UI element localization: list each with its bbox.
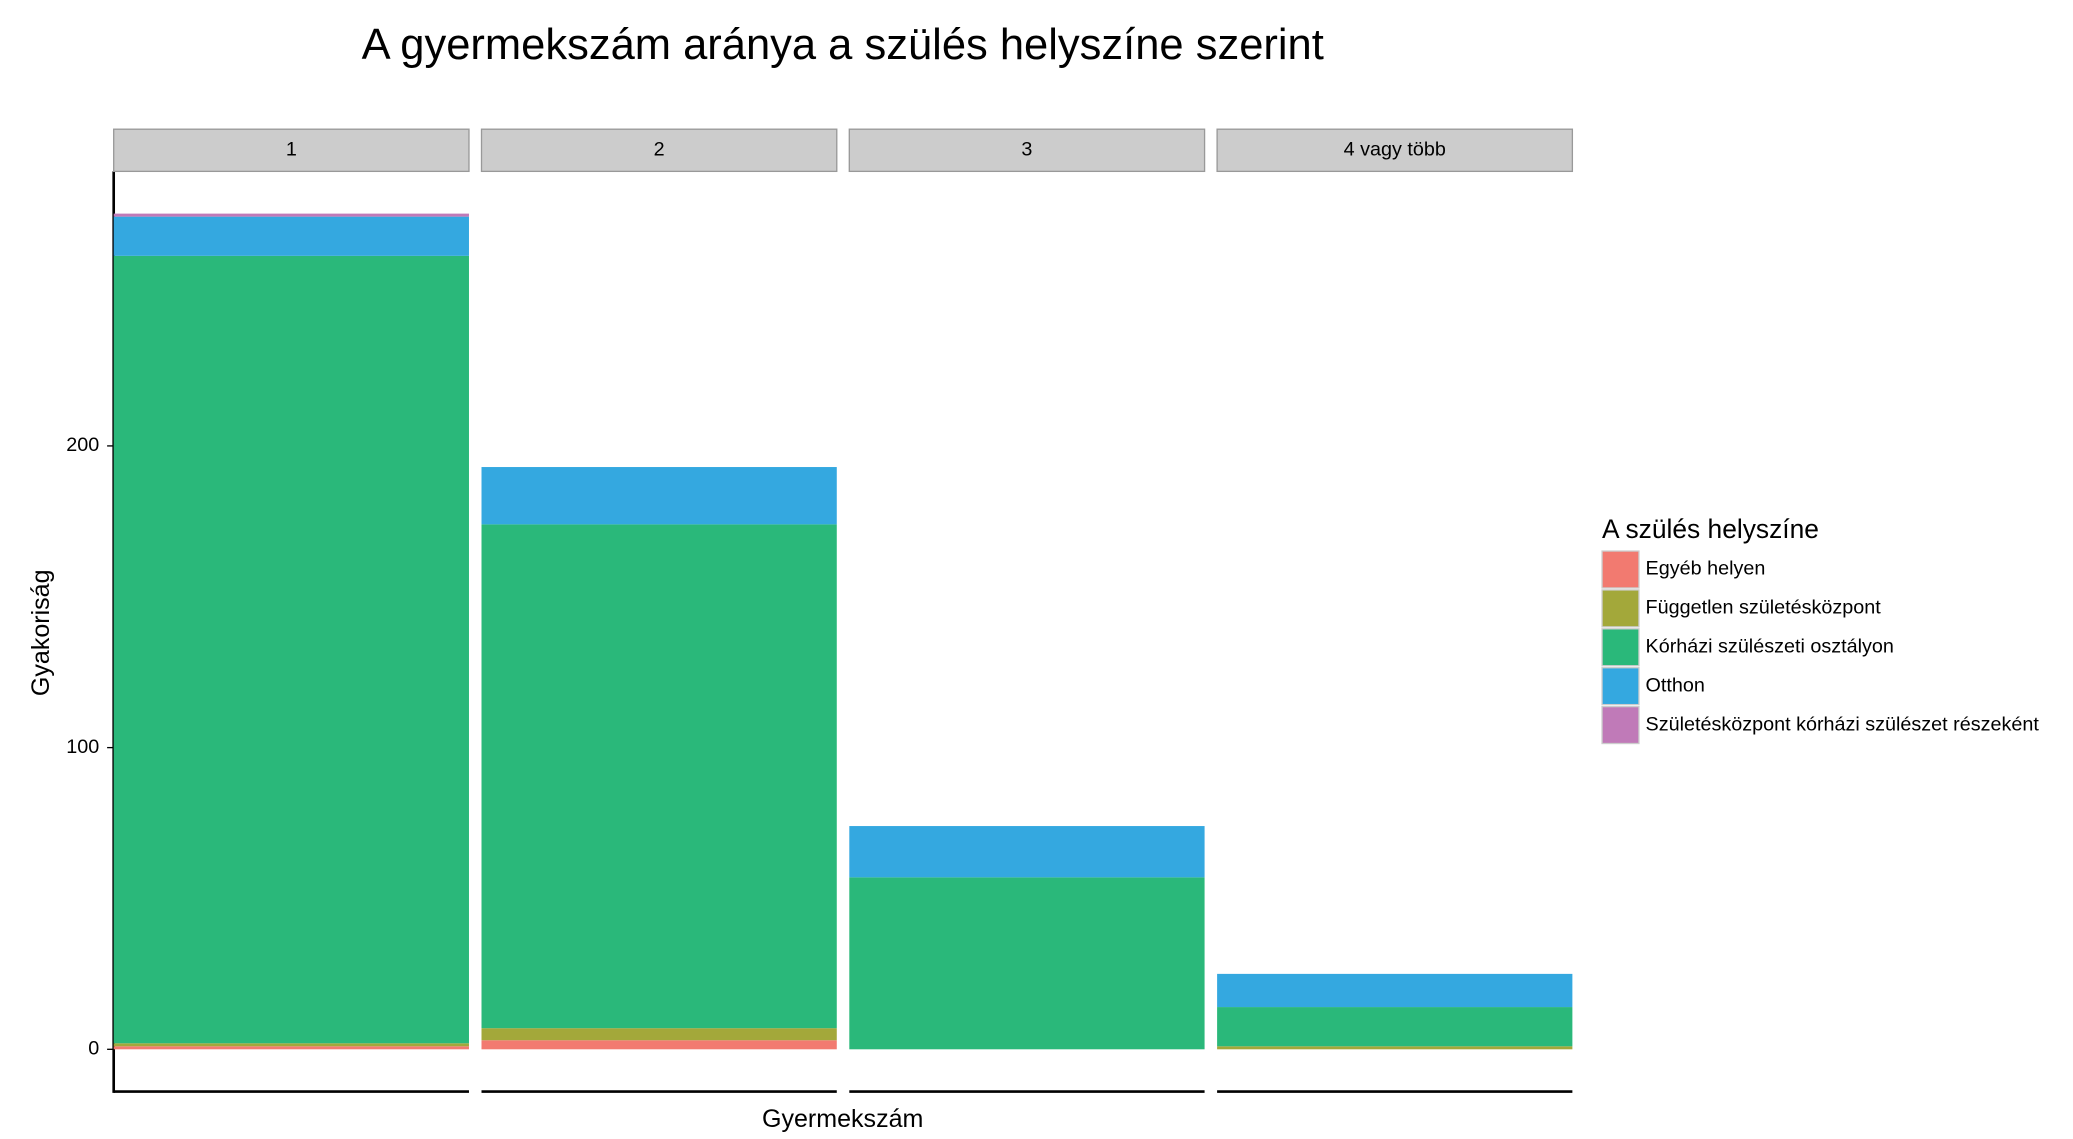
facet-strip: [1216, 128, 1574, 173]
bar-segment: [481, 1040, 837, 1050]
bar-segment: [849, 877, 1205, 1050]
bar-segment: [1217, 973, 1573, 1008]
chart-title: A gyermekszám aránya a szülés helyszíne …: [362, 21, 1324, 69]
bar-segment: [113, 213, 469, 217]
y-tick-label: 200: [66, 434, 99, 456]
bar-segment: [481, 1028, 837, 1041]
legend-key: [1601, 705, 1640, 745]
bar-segment: [113, 1046, 469, 1050]
y-axis-label: Gyakoriság: [27, 569, 55, 696]
bar-segment: [113, 1043, 469, 1047]
y-tick-label: 0: [88, 1038, 99, 1060]
legend-label: Otthon: [1646, 674, 1705, 696]
bar-segment: [1217, 1046, 1573, 1050]
legend-label: Születésközpont kórházi szülészet részek…: [1646, 713, 2040, 735]
facet-strip: [113, 128, 470, 173]
facet-strip: [480, 128, 838, 173]
bar-segment: [113, 216, 469, 256]
legend-title: A szülés helyszíne: [1602, 514, 1819, 544]
facet-label: 2: [654, 139, 665, 161]
legend-key: [1601, 550, 1640, 589]
x-axis-label: Gyermekszám: [762, 1105, 923, 1133]
facet-label: 3: [1021, 139, 1032, 161]
facet-strip: [848, 128, 1206, 173]
legend-label: Egyéb helyen: [1646, 558, 1766, 580]
facet-label: 4 vagy több: [1344, 139, 1446, 161]
legend-label: Független születésközpont: [1646, 597, 1882, 619]
legend-label: Kórházi szülészeti osztályon: [1646, 635, 1894, 657]
bar-segment: [1217, 1007, 1573, 1047]
facet-label: 1: [286, 139, 297, 161]
bar-segment: [481, 467, 837, 525]
bar-segment: [481, 524, 837, 1029]
legend-key: [1601, 589, 1640, 628]
legend-key: [1601, 628, 1640, 667]
y-tick-label: 100: [66, 736, 99, 758]
bar-segment: [113, 255, 469, 1044]
bar-segment: [849, 826, 1205, 878]
legend-key: [1601, 667, 1640, 706]
